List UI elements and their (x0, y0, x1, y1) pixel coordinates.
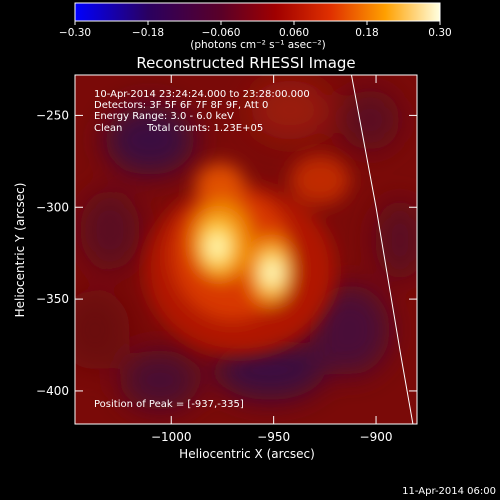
y-axis-label: Heliocentric Y (arcsec) (13, 183, 27, 318)
x-tick-label: −1000 (151, 430, 192, 444)
x-tick-label: −950 (257, 430, 290, 444)
y-tick-label: −250 (36, 108, 69, 122)
colorbar-gradient (74, 2, 441, 22)
colorbar: −0.30 −0.18 −0.060 0.060 0.18 0.30 (photons c… (59, 2, 452, 51)
emission-sources (145, 155, 350, 355)
colorbar-tick-label: −0.18 (132, 27, 164, 39)
plot-frame (74, 74, 418, 425)
colorbar-tick-label: 0.30 (428, 27, 451, 39)
annotation-time-range: 10-Apr-2014 23:24:24.000 to 23:28:00.000 (94, 89, 310, 100)
colorbar-unit-label: (photons cm⁻² s⁻¹ asec⁻²) (190, 39, 325, 51)
y-tick-label: −300 (36, 200, 69, 214)
y-axis-ticks: −250 −300 −350 −400 (36, 108, 417, 398)
y-tick-label: −350 (36, 292, 69, 306)
x-axis-ticks: −1000 −950 −900 (151, 75, 393, 444)
colorbar-tick-label: −0.060 (202, 27, 241, 39)
annotation-peak: Position of Peak = [-937,-335] (94, 399, 244, 410)
annotation-detectors: Detectors: 3F 5F 6F 7F 8F 9F, Att 0 (94, 100, 268, 111)
footer-timestamp: 11-Apr-2014 06:00 (402, 486, 496, 497)
chart-title: Reconstructed RHESSI Image (136, 54, 355, 72)
colorbar-ticks: −0.30 −0.18 −0.060 0.060 0.18 0.30 (59, 21, 452, 39)
plot-area (75, 75, 417, 424)
x-tick-label: −900 (360, 430, 393, 444)
image-texture (75, 80, 417, 410)
annotation-method: Clean (94, 123, 122, 134)
x-axis-label: Heliocentric X (arcsec) (179, 447, 315, 461)
annotation-energy: Energy Range: 3.0 - 6.0 keV (94, 111, 234, 122)
solar-limb-line (350, 75, 414, 424)
y-tick-label: −400 (36, 384, 69, 398)
colorbar-tick-label: 0.18 (355, 27, 378, 39)
colorbar-tick-label: 0.060 (279, 27, 309, 39)
colorbar-tick-label: −0.30 (59, 27, 91, 39)
annotation-counts: Total counts: 1.23E+05 (146, 123, 263, 134)
